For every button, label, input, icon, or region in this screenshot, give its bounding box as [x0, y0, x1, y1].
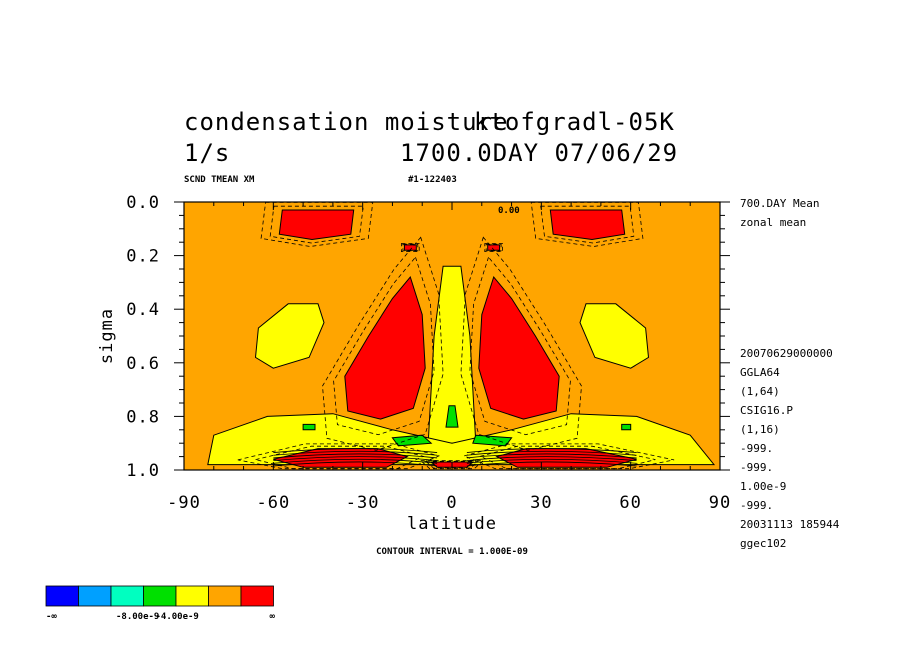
side-info-line: -999. — [740, 499, 773, 512]
colorbar-swatch — [110, 585, 144, 607]
x-tick-label: 60 — [619, 493, 641, 513]
x-tick-label: 0 — [446, 493, 457, 513]
colorbar-labels: -∞ -8.00e-9-4.00e-9 ∞ — [46, 612, 276, 622]
dashed-contour-red-upper-right-0 — [540, 205, 635, 244]
side-info-line: 1.00e-9 — [740, 480, 786, 493]
axis-ticks — [174, 201, 730, 471]
dashed-contour-red-cell-left-1 — [322, 236, 444, 451]
side-info-bottom: 20070629000000 GGLA64 (1,64) CSIG16.P (1,16)… — [740, 347, 840, 550]
plot-area: 0.00 — [174, 201, 730, 471]
dashed-contour-red-cell-right-1 — [460, 236, 582, 451]
contour-region-green-patch-left — [391, 434, 433, 447]
side-info-line: (1,16) — [740, 423, 780, 436]
unit-label: 1/s — [184, 139, 230, 167]
colorbar-swatch — [143, 585, 177, 607]
x-tick-label: 90 — [709, 493, 731, 513]
contour-region-red-cell-right — [478, 275, 560, 420]
contour-lines — [237, 201, 675, 470]
colorbar-label: -∞ — [46, 612, 57, 622]
colorbar-swatch — [45, 585, 79, 607]
x-tick-label: -60 — [256, 493, 290, 513]
surface-contour-line — [273, 456, 637, 462]
dashed-contour-red-dot-left-0 — [402, 243, 419, 252]
surface-contour-line — [273, 461, 637, 467]
dashed-contour-red-surface-right-1 — [462, 443, 675, 470]
side-info-line: CSIG16.P — [740, 404, 793, 417]
side-info-line: zonal mean — [740, 216, 806, 229]
colorbar-swatch — [208, 585, 242, 607]
y-tick-label: 0.0 — [126, 193, 160, 213]
y-tick-label: 0.2 — [126, 247, 160, 267]
contour-region-red-dot-left — [403, 244, 417, 251]
x-axis-label: latitude — [407, 514, 497, 534]
x-tick-label: -30 — [346, 493, 380, 513]
contour-region-red-dot-right — [487, 244, 501, 251]
colorbar-label: -8.00e-9 — [116, 612, 159, 622]
side-info-line: 20031113 185944 — [740, 518, 840, 531]
contour-region-yellow-midlat-right — [579, 303, 650, 369]
y-tick-label: 0.4 — [126, 300, 160, 320]
contour-region-green-patch-right — [472, 434, 513, 447]
x-tick-labels: -90 -60 -30 0 30 60 90 — [167, 493, 731, 513]
side-info-line: -999. — [740, 461, 773, 474]
y-tick-label: 0.6 — [126, 354, 160, 374]
dashed-contour-red-surface-right-0 — [479, 445, 656, 470]
dashed-contour-red-dot-right-0 — [485, 243, 502, 252]
surface-contour-line — [273, 448, 637, 453]
contour-region-red-upper-right — [549, 209, 626, 241]
y-axis-label: sigma — [97, 308, 117, 364]
colorbar-swatch — [78, 585, 112, 607]
x-tick-label: 30 — [530, 493, 552, 513]
side-info-line: 700.DAY Mean — [740, 197, 819, 210]
colorbar — [45, 585, 274, 607]
contour-interval-label: CONTOUR INTERVAL = 1.000E-09 — [376, 547, 528, 557]
colorbar-swatch — [240, 585, 274, 607]
chart-title: condensation moisture — [184, 108, 508, 136]
side-info-top: 700.DAY Mean zonal mean — [740, 197, 819, 229]
y-tick-label: 1.0 — [126, 461, 160, 481]
day-date-label: 1700.0DAY 07/06/29 — [400, 139, 678, 167]
contour-region-yellow-midlat-left — [254, 303, 325, 369]
y-tick-label: 0.8 — [126, 407, 160, 427]
dashed-contour-red-surface-left-1 — [237, 443, 441, 470]
side-info-line: GGLA64 — [740, 366, 780, 379]
zero-contour-label: 0.00 — [498, 206, 520, 216]
surface-contour-line — [273, 450, 637, 456]
contour-region-green-dot-right — [621, 423, 632, 431]
colorbar-swatch — [175, 585, 209, 607]
dashed-contour-red-cell-right-0 — [469, 256, 571, 436]
variable-label: SCND TMEAN XM — [184, 175, 255, 185]
side-info-line: ggec102 — [740, 537, 786, 550]
contour-region-green-dot-left — [302, 423, 316, 431]
y-tick-labels: 0.0 0.2 0.4 0.6 0.8 1.0 — [126, 193, 160, 481]
contour-region-red-cell-left — [344, 275, 426, 420]
surface-contour-line — [273, 453, 637, 459]
surface-contour-line — [273, 458, 637, 464]
side-info-line: 20070629000000 — [740, 347, 833, 360]
x-tick-label: -90 — [167, 493, 201, 513]
colorbar-label: -4.00e-9 — [156, 612, 199, 622]
side-info-line: (1,64) — [740, 385, 780, 398]
colorbar-label: ∞ — [270, 612, 276, 622]
side-info-line: -999. — [740, 442, 773, 455]
contour-region-green-column — [445, 405, 459, 428]
dashed-contour-red-upper-right-1 — [530, 201, 644, 247]
contour-region-red-upper-left — [278, 209, 355, 241]
dashed-contour-red-cell-left-0 — [333, 256, 435, 436]
chart-title-overlap: ktofgradl-05K — [474, 108, 675, 136]
run-id-label: #1-122403 — [408, 175, 457, 185]
